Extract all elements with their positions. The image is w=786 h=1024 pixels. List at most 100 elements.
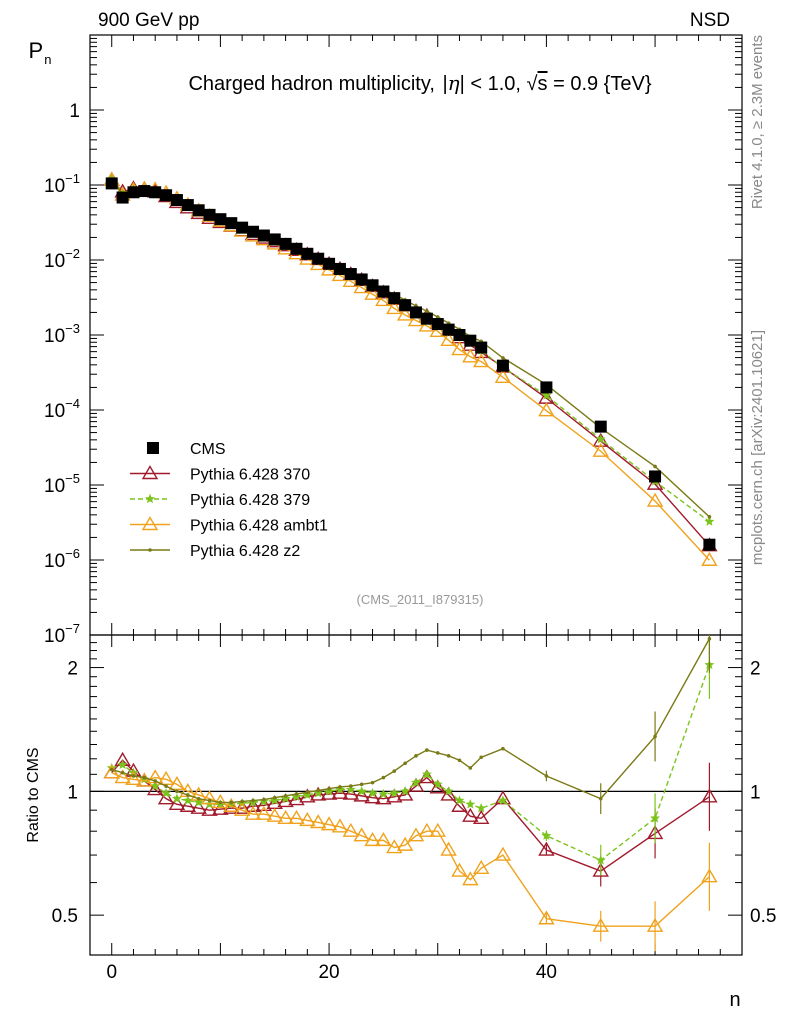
point-CMS [225,217,238,230]
x-tick-label: 40 [536,962,557,983]
ratio-point-ambt1 [157,770,175,785]
ratio-point-379 [302,789,313,800]
ratio-point-z2 [370,780,375,785]
ratio-point-ambt1 [125,770,142,785]
ratio-point-379 [411,777,421,787]
ratio-point-379 [117,759,128,770]
chart-title: Charged hadron multiplicity, |η| < 1.0, … [188,71,651,95]
ratio-point-370 [277,793,294,808]
ratio-point-ambt1 [462,871,479,886]
point-CMS [214,213,227,226]
ratio-point-z2 [207,798,212,803]
ratio-point-379 [313,787,324,798]
ratio-point-z2 [196,796,201,801]
ratio-point-ambt1 [494,846,512,861]
point-CMS [410,306,422,319]
ratio-point-ambt1 [255,805,273,820]
legend-marker-ambt1 [141,516,159,531]
point-ambt1 [538,402,555,417]
ratio-point-z2 [468,766,473,770]
point-CMS [355,273,368,286]
ratio-point-ambt1 [223,797,240,812]
ratio-point-ambt1 [114,769,131,784]
ratio-point-379 [280,793,291,803]
point-z2 [435,315,440,319]
point-CMS [116,191,129,204]
ratio-point-z2 [283,794,288,798]
ratio-point-ambt1 [288,809,305,824]
ratio-point-ambt1 [386,839,403,854]
point-CMS [290,242,303,255]
ratio-point-z2 [544,774,549,778]
series-line-370 [111,179,710,547]
point-CMS [649,470,662,483]
point-CMS [323,257,336,270]
ratio-point-ambt1 [418,822,436,837]
ratio-point-379 [465,799,476,809]
ratio-point-ambt1 [233,801,251,816]
ratio-point-379 [595,855,606,865]
x-tick-label: 0 [106,962,117,983]
ratio-point-z2 [120,770,125,775]
y-tick-label: 10−3 [44,321,80,347]
ratio-point-370 [233,799,251,814]
point-z2 [425,309,429,313]
ratio-point-ambt1 [266,807,283,822]
point-CMS [475,341,488,354]
point-ambt1 [386,300,403,315]
point-ambt1 [342,272,360,287]
ratio-point-z2 [305,790,310,795]
ratio-point-ambt1 [592,917,609,932]
ratio-point-370 [190,799,207,814]
point-CMS [203,208,216,221]
ratio-point-z2 [381,775,386,780]
point-CMS [540,381,553,394]
point-379 [595,434,606,444]
point-CMS [105,177,118,190]
y-tick-label: 10−1 [44,171,80,197]
ratio-point-370 [244,797,262,812]
ratio-point-ambt1 [320,816,338,831]
legend-marker-CMS [147,442,159,454]
ratio-point-z2 [131,774,136,778]
ratio-point-z2 [338,785,342,789]
ratio-point-z2 [153,779,157,783]
ratio-series-ambt1 [103,764,718,952]
ratio-point-370 [212,800,229,815]
ratio-point-379 [356,786,367,796]
point-ambt1 [418,317,436,332]
ratio-point-379 [193,797,204,807]
ratio-tick-label: 0.5 [52,906,78,927]
ratio-point-ambt1 [396,836,414,851]
point-ambt1 [462,348,479,363]
ratio-point-370 [375,790,392,805]
point-CMS [399,299,412,312]
ratio-point-379 [389,787,400,798]
ratio-point-z2 [272,795,277,800]
mcplots-label: mcplots.cern.ch [arXiv:2401.10621] [749,330,766,565]
x-tick-label: 20 [318,962,339,983]
ratio-point-ambt1 [353,827,370,842]
point-ambt1 [646,492,664,507]
ratio-point-z2 [262,797,266,802]
ratio-point-z2 [186,793,190,797]
ratio-point-z2 [218,800,223,805]
ratio-point-z2 [359,782,364,787]
ratio-point-z2 [349,784,353,788]
ratio-point-370 [146,781,164,796]
main-panel: 10−7 10−6 10−5 10−4 10−3 10−2 10−1 1 [44,34,743,647]
ratio-point-370 [331,784,349,799]
legend-marker-379 [145,493,155,504]
point-CMS [138,185,151,198]
ratio-point-ambt1 [331,818,349,833]
ratio-tick-label: 2 [750,659,761,680]
y-tick-label: 1 [69,101,80,122]
legend-marker-z2 [148,548,152,552]
ratio-axis-label: Ratio to CMS [25,747,42,842]
point-ambt1 [375,292,392,307]
legend-label: Pythia 6.428 ambt1 [190,518,328,535]
header-left: 900 GeV pp [98,10,199,31]
ratio-point-ambt1 [168,775,186,791]
point-CMS [149,186,162,199]
ratio-point-379 [182,795,193,805]
